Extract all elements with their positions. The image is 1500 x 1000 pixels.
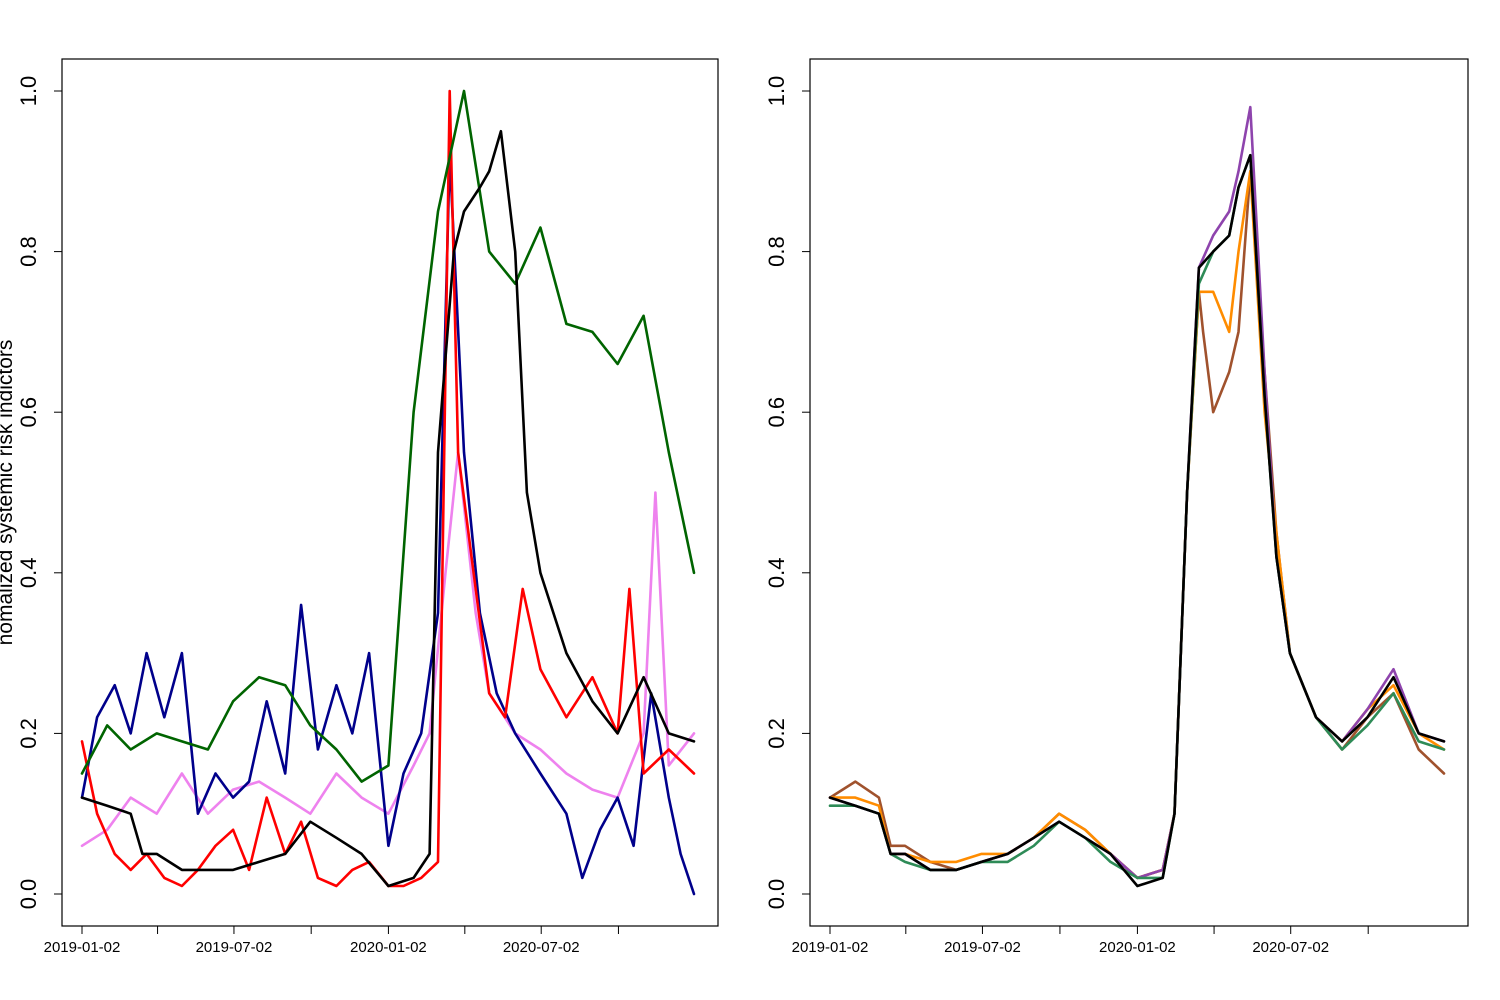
y-tick-label: 0.0 <box>16 879 41 910</box>
y-tick-label: 0.6 <box>16 397 41 428</box>
x-tick-label: 2020-01-02 <box>350 939 427 956</box>
left-panel: 0.0 0.2 0.4 0.6 0.8 1.0 2019-01-02 2019-07-02 20… <box>0 58 719 956</box>
plot-frame <box>809 58 1469 927</box>
x-tick-label: 2020-01-02 <box>1099 939 1176 956</box>
x-tick-label: 2020-07-02 <box>1252 939 1329 956</box>
y-tick-label: 0.4 <box>764 558 789 589</box>
series-line-4 <box>80 129 696 888</box>
y-tick-label: 0.2 <box>16 718 41 749</box>
x-tick-label: 2019-01-02 <box>792 939 869 956</box>
y-tick-label: 1.0 <box>764 76 789 107</box>
x-tick-label: 2019-01-02 <box>44 939 121 956</box>
y-tick-label: 0.6 <box>764 397 789 428</box>
y-tick-label: 0.8 <box>764 236 789 267</box>
x-tick-label: 2019-07-02 <box>944 939 1021 956</box>
plot-frame <box>61 58 719 927</box>
y-tick-label: 0.8 <box>16 236 41 267</box>
series-line-3 <box>80 89 696 783</box>
y-tick-label: 0.0 <box>764 879 789 910</box>
x-tick-label: 2019-07-02 <box>196 939 273 956</box>
y-tick-label: 0.2 <box>764 718 789 749</box>
x-tick-label: 2020-07-02 <box>503 939 580 956</box>
series-line-1 <box>80 153 696 896</box>
y-axis-label: nomalized systemic risk indictors <box>0 340 17 646</box>
right-panel: 0.0 0.2 0.4 0.6 0.8 1.0 2019-01-02 2019-07-02 20… <box>764 58 1469 956</box>
series-line-4 <box>828 153 1446 888</box>
y-tick-label: 0.4 <box>16 558 41 589</box>
y-tick-label: 1.0 <box>16 76 41 107</box>
